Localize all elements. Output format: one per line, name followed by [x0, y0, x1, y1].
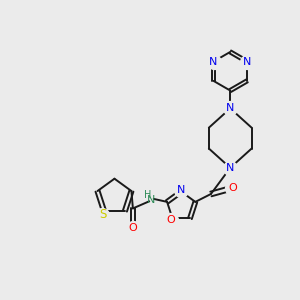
- Text: N: N: [226, 163, 234, 173]
- Text: N: N: [177, 185, 185, 195]
- Text: S: S: [99, 208, 106, 221]
- Text: O: O: [128, 223, 137, 233]
- Text: O: O: [228, 183, 237, 193]
- Text: N: N: [146, 195, 155, 206]
- Text: N: N: [226, 103, 234, 113]
- Text: N: N: [209, 57, 218, 67]
- Text: O: O: [167, 215, 176, 225]
- Text: H: H: [144, 190, 152, 200]
- Text: N: N: [243, 57, 251, 67]
